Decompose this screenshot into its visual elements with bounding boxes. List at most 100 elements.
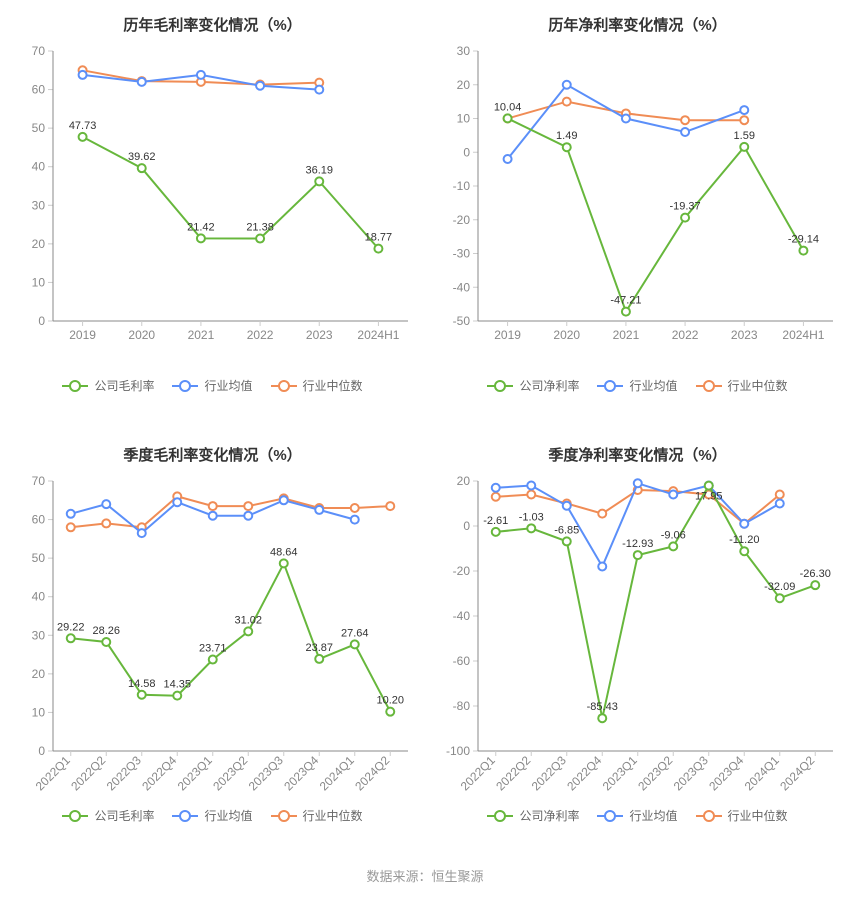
y-axis-label: 30 — [457, 44, 471, 58]
y-axis-label: 40 — [32, 590, 46, 604]
legend-item-company: 公司毛利率 — [62, 377, 154, 394]
x-axis-label: 2021 — [613, 328, 640, 342]
series-marker — [197, 234, 205, 242]
legend-label: 公司毛利率 — [94, 807, 154, 824]
y-axis-label: -40 — [453, 609, 471, 623]
value-label: 31.02 — [234, 614, 262, 626]
legend-label: 行业均值 — [629, 807, 677, 824]
y-axis-label: 0 — [463, 145, 470, 159]
chart-legend: 公司毛利率行业均值行业中位数 — [5, 807, 420, 824]
x-axis-label: 2023Q2 — [635, 753, 675, 793]
series-marker — [776, 594, 784, 602]
y-axis-label: -40 — [453, 280, 471, 294]
y-axis-label: 20 — [32, 667, 46, 681]
series-marker — [563, 537, 571, 545]
chart-panel-quarter_net: 季度净利率变化情况（%）-100-80-60-40-200202022Q1202… — [425, 430, 850, 860]
legend-item-industry_avg: 行业均值 — [172, 377, 252, 394]
y-axis-label: 0 — [463, 519, 470, 533]
series-marker — [138, 691, 146, 699]
x-axis-label: 2023Q3 — [246, 753, 286, 793]
y-axis-label: 20 — [32, 237, 46, 251]
legend-label: 行业均值 — [204, 377, 252, 394]
legend-swatch — [487, 380, 513, 392]
value-label: 23.87 — [305, 642, 333, 654]
series-marker — [315, 655, 323, 663]
series-marker — [138, 78, 146, 86]
value-label: 10.20 — [376, 695, 404, 707]
y-axis-label: 70 — [32, 44, 46, 58]
series-marker — [799, 247, 807, 255]
chart-legend: 公司毛利率行业均值行业中位数 — [5, 377, 420, 394]
chart-title: 历年毛利率变化情况（%） — [5, 14, 420, 35]
series-marker — [138, 164, 146, 172]
y-axis-label: 10 — [32, 275, 46, 289]
value-label: 47.73 — [69, 120, 97, 132]
series-marker — [622, 308, 630, 316]
chart-plot: -50-40-30-20-100102030201920202021202220… — [430, 41, 845, 371]
chart-legend: 公司净利率行业均值行业中位数 — [430, 377, 845, 394]
value-label: 21.38 — [246, 222, 274, 234]
x-axis-label: 2019 — [69, 328, 96, 342]
series-marker — [681, 128, 689, 136]
legend-label: 公司净利率 — [519, 807, 579, 824]
x-axis-label: 2022Q3 — [104, 753, 144, 793]
series-marker — [315, 506, 323, 514]
series-line-company — [83, 137, 379, 249]
legend-item-company: 公司净利率 — [487, 807, 579, 824]
series-marker — [386, 502, 394, 510]
series-marker — [102, 638, 110, 646]
value-label: -47.21 — [610, 295, 641, 307]
series-marker — [79, 71, 87, 79]
chart-legend: 公司净利率行业均值行业中位数 — [430, 807, 845, 824]
chart-panel-annual_gross: 历年毛利率变化情况（%）0102030405060702019202020212… — [0, 0, 425, 430]
value-label: 18.77 — [365, 232, 393, 244]
legend-swatch — [62, 380, 88, 392]
value-label: 27.64 — [341, 627, 369, 639]
x-axis-label: 2024Q2 — [352, 753, 392, 793]
y-axis-label: -30 — [453, 247, 471, 261]
series-marker — [315, 177, 323, 185]
legend-item-industry_avg: 行业均值 — [172, 807, 252, 824]
series-marker — [563, 98, 571, 106]
x-axis-label: 2020 — [553, 328, 580, 342]
y-axis-label: 40 — [32, 160, 46, 174]
legend-swatch — [696, 380, 722, 392]
series-marker — [634, 551, 642, 559]
legend-label: 行业均值 — [629, 377, 677, 394]
series-marker — [256, 82, 264, 90]
chart-grid: 历年毛利率变化情况（%）0102030405060702019202020212… — [0, 0, 850, 860]
legend-swatch — [172, 810, 198, 822]
value-label: 17.95 — [695, 491, 723, 503]
series-marker — [622, 115, 630, 123]
series-marker — [209, 656, 217, 664]
series-marker — [492, 484, 500, 492]
value-label: 28.26 — [92, 625, 120, 637]
series-line-company — [508, 118, 804, 311]
chart-panel-quarter_gross: 季度毛利率变化情况（%）0102030405060702022Q12022Q22… — [0, 430, 425, 860]
legend-swatch — [696, 810, 722, 822]
series-marker — [374, 245, 382, 253]
x-axis-label: 2023 — [306, 328, 333, 342]
chart-title: 季度净利率变化情况（%） — [430, 444, 845, 465]
series-marker — [740, 116, 748, 124]
x-axis-label: 2023Q2 — [210, 753, 250, 793]
series-marker — [79, 133, 87, 141]
series-marker — [256, 235, 264, 243]
legend-item-industry_avg: 行业均值 — [597, 807, 677, 824]
series-marker — [740, 520, 748, 528]
series-marker — [669, 542, 677, 550]
series-marker — [811, 581, 819, 589]
x-axis-label: 2023Q4 — [281, 753, 321, 793]
y-axis-label: 50 — [32, 121, 46, 135]
series-marker — [504, 155, 512, 163]
value-label: -12.93 — [622, 538, 653, 550]
series-marker — [681, 214, 689, 222]
series-marker — [280, 496, 288, 504]
y-axis-label: 10 — [457, 112, 471, 126]
value-label: -26.30 — [800, 568, 831, 580]
y-axis-label: 0 — [38, 744, 45, 758]
legend-swatch — [172, 380, 198, 392]
x-axis-label: 2022Q2 — [68, 753, 108, 793]
value-label: 36.19 — [305, 164, 333, 176]
chart-plot: -100-80-60-40-200202022Q12022Q22022Q3202… — [430, 471, 845, 801]
